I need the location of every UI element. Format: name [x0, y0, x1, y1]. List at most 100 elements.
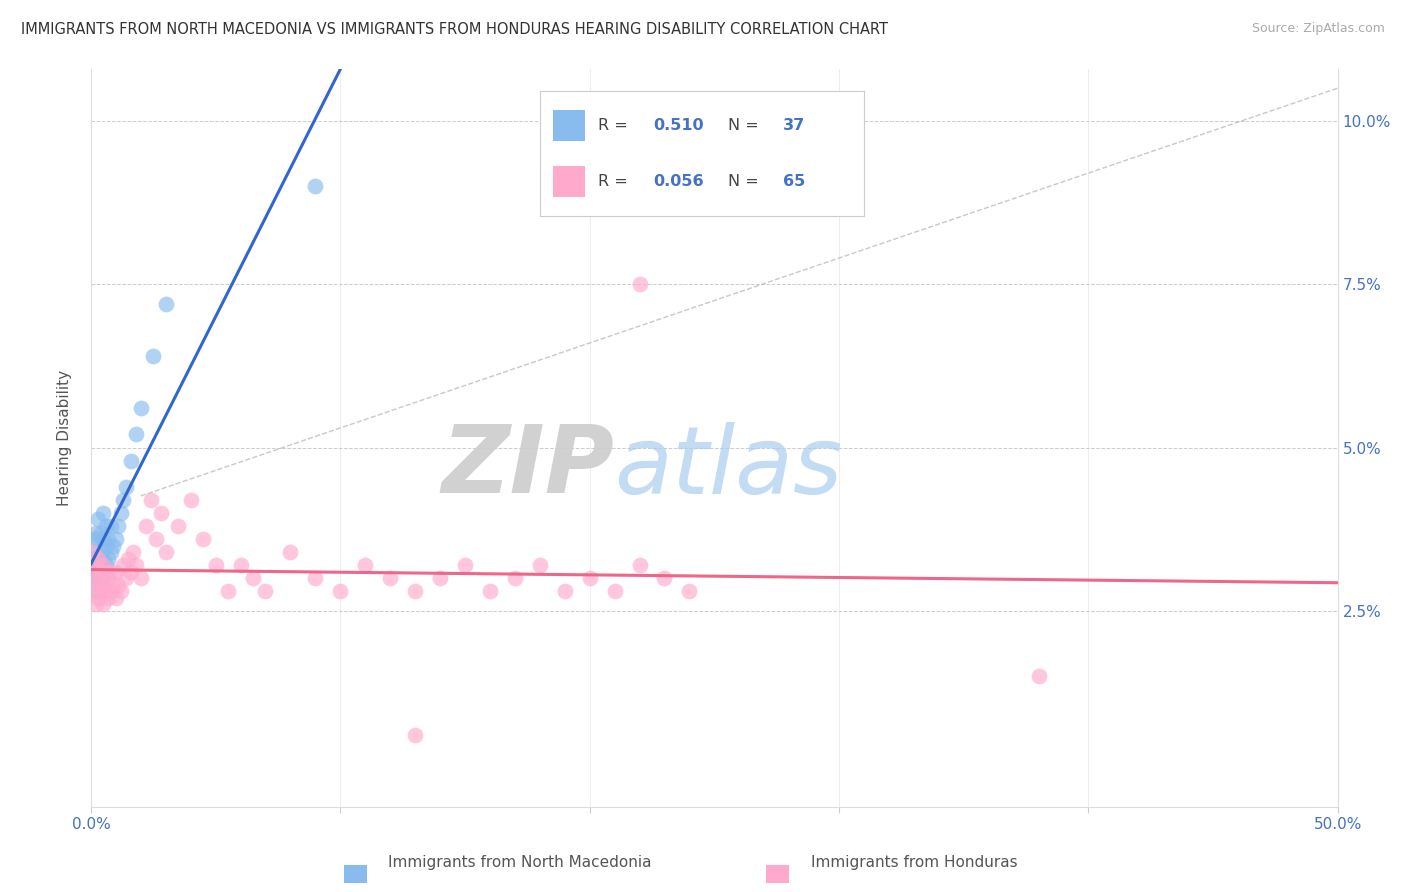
Text: atlas: atlas	[614, 422, 842, 513]
Point	[82, 584, 104, 599]
Point	[149, 506, 172, 520]
Point	[167, 519, 190, 533]
Point	[82, 532, 104, 546]
Point	[90, 525, 112, 540]
Point	[104, 565, 127, 579]
Point	[204, 558, 226, 573]
Point	[107, 519, 129, 533]
Point	[97, 591, 120, 605]
Point	[304, 179, 326, 194]
Point	[117, 551, 139, 566]
Point	[87, 591, 110, 605]
Point	[404, 584, 426, 599]
Point	[87, 512, 110, 526]
Point	[578, 571, 600, 585]
Text: Immigrants from North Macedonia: Immigrants from North Macedonia	[388, 855, 652, 870]
Point	[97, 532, 120, 546]
Point	[90, 545, 112, 559]
Point	[93, 598, 115, 612]
Point	[94, 565, 117, 579]
Point	[84, 584, 107, 599]
Point	[135, 519, 157, 533]
Point	[100, 565, 122, 579]
Point	[142, 349, 165, 363]
Point	[1028, 669, 1050, 683]
Point	[90, 565, 112, 579]
Point	[125, 427, 148, 442]
Point	[503, 571, 526, 585]
Point	[110, 584, 132, 599]
Text: Immigrants from Honduras: Immigrants from Honduras	[811, 855, 1017, 870]
Point	[122, 545, 145, 559]
Point	[87, 571, 110, 585]
Point	[84, 525, 107, 540]
Point	[112, 558, 135, 573]
Point	[654, 571, 676, 585]
Point	[628, 277, 651, 292]
Point	[87, 532, 110, 546]
Point	[115, 480, 138, 494]
Point	[103, 539, 125, 553]
Point	[82, 571, 104, 585]
Point	[90, 584, 112, 599]
Point	[97, 551, 120, 566]
Point	[139, 492, 162, 507]
Y-axis label: Hearing Disability: Hearing Disability	[58, 369, 72, 506]
Point	[93, 571, 115, 585]
Point	[115, 571, 138, 585]
Point	[84, 578, 107, 592]
Point	[93, 558, 115, 573]
Point	[529, 558, 551, 573]
Point	[155, 545, 177, 559]
Point	[100, 519, 122, 533]
Point	[229, 558, 252, 573]
Point	[429, 571, 451, 585]
Point	[120, 453, 142, 467]
Point	[103, 578, 125, 592]
Point	[94, 584, 117, 599]
Text: IMMIGRANTS FROM NORTH MACEDONIA VS IMMIGRANTS FROM HONDURAS HEARING DISABILITY C: IMMIGRANTS FROM NORTH MACEDONIA VS IMMIG…	[21, 22, 889, 37]
Point	[84, 598, 107, 612]
Point	[354, 558, 377, 573]
Point	[82, 551, 104, 566]
Point	[87, 551, 110, 566]
Point	[84, 558, 107, 573]
Point	[82, 565, 104, 579]
Point	[217, 584, 239, 599]
Point	[112, 492, 135, 507]
Point	[191, 532, 214, 546]
Point	[93, 506, 115, 520]
Point	[129, 401, 152, 416]
Text: Source: ZipAtlas.com: Source: ZipAtlas.com	[1251, 22, 1385, 36]
Point	[478, 584, 501, 599]
Point	[100, 584, 122, 599]
Point	[93, 532, 115, 546]
Point	[110, 506, 132, 520]
Point	[329, 584, 352, 599]
Point	[94, 519, 117, 533]
Point	[93, 551, 115, 566]
Point	[603, 584, 626, 599]
Point	[554, 584, 576, 599]
Point	[180, 492, 202, 507]
Point	[87, 571, 110, 585]
Point	[145, 532, 167, 546]
Point	[120, 565, 142, 579]
Point	[628, 558, 651, 573]
Point	[94, 558, 117, 573]
Point	[280, 545, 302, 559]
Point	[454, 558, 477, 573]
Point	[97, 571, 120, 585]
Point	[100, 545, 122, 559]
Point	[242, 571, 264, 585]
Point	[87, 551, 110, 566]
Point	[93, 578, 115, 592]
Point	[125, 558, 148, 573]
Point	[304, 571, 326, 585]
Point	[254, 584, 277, 599]
Point	[84, 565, 107, 579]
Point	[107, 578, 129, 592]
Point	[104, 532, 127, 546]
Point	[129, 571, 152, 585]
Text: ZIP: ZIP	[441, 421, 614, 513]
